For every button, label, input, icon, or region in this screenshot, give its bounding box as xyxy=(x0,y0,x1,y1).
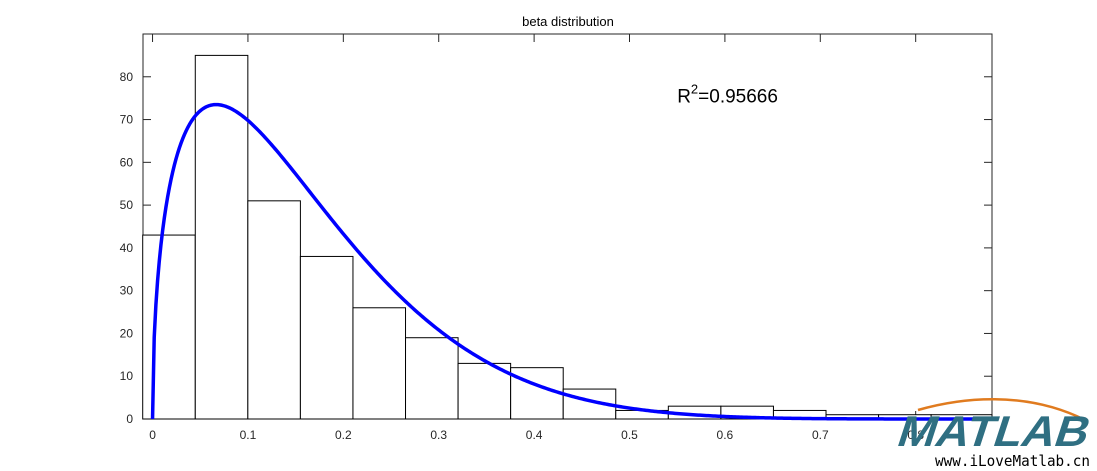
y-tick-label: 40 xyxy=(120,241,134,255)
histogram-bar xyxy=(142,234,196,420)
y-tick-label: 80 xyxy=(120,70,134,84)
x-tick-label: 0.5 xyxy=(621,428,638,442)
x-tick-label: 0.8 xyxy=(907,428,924,442)
y-tick-label: 20 xyxy=(120,326,134,340)
x-tick-label: 0.2 xyxy=(335,428,352,442)
histogram-bar xyxy=(405,337,459,420)
r-squared-superscript: 2 xyxy=(691,81,698,96)
histogram-bar xyxy=(510,367,564,420)
x-tick-label: 0.6 xyxy=(717,428,734,442)
histogram-bar xyxy=(194,54,249,420)
y-tick-label: 50 xyxy=(120,198,134,212)
x-tick-label: 0 xyxy=(149,428,156,442)
r-squared-base: R xyxy=(677,86,691,107)
y-tick-label: 30 xyxy=(120,284,134,298)
matlab-website-url: www.iLoveMatlab.cn xyxy=(935,452,1090,470)
r-squared-annotation: R2=0.95666 xyxy=(677,81,778,107)
x-tick-label: 0.1 xyxy=(240,428,257,442)
y-tick-label: 0 xyxy=(126,412,133,426)
fitted-beta-curve xyxy=(150,102,993,421)
histogram-bars xyxy=(142,54,993,420)
y-tick-label: 70 xyxy=(120,113,134,127)
y-tick-label: 60 xyxy=(120,155,134,169)
x-tick-label: 0.3 xyxy=(430,428,447,442)
matlab-logo-text: MATLAB xyxy=(892,408,1097,456)
histogram-bar xyxy=(299,255,354,420)
x-tick-label: 0.7 xyxy=(812,428,829,442)
histogram-bar xyxy=(247,200,301,420)
histogram-bar xyxy=(352,307,407,420)
x-axis: 0 0.1 0.2 0.3 0.4 0.5 0.6 0.7 0.8 xyxy=(149,34,924,442)
chart-title: beta distribution xyxy=(522,14,614,29)
matlab-watermark-logo: MATLAB www.iLoveMatlab.cn xyxy=(892,398,1097,470)
r-squared-value: =0.95666 xyxy=(698,86,778,107)
histogram-bar xyxy=(457,362,512,420)
x-tick-label: 0.4 xyxy=(526,428,543,442)
y-tick-label: 10 xyxy=(120,369,134,383)
